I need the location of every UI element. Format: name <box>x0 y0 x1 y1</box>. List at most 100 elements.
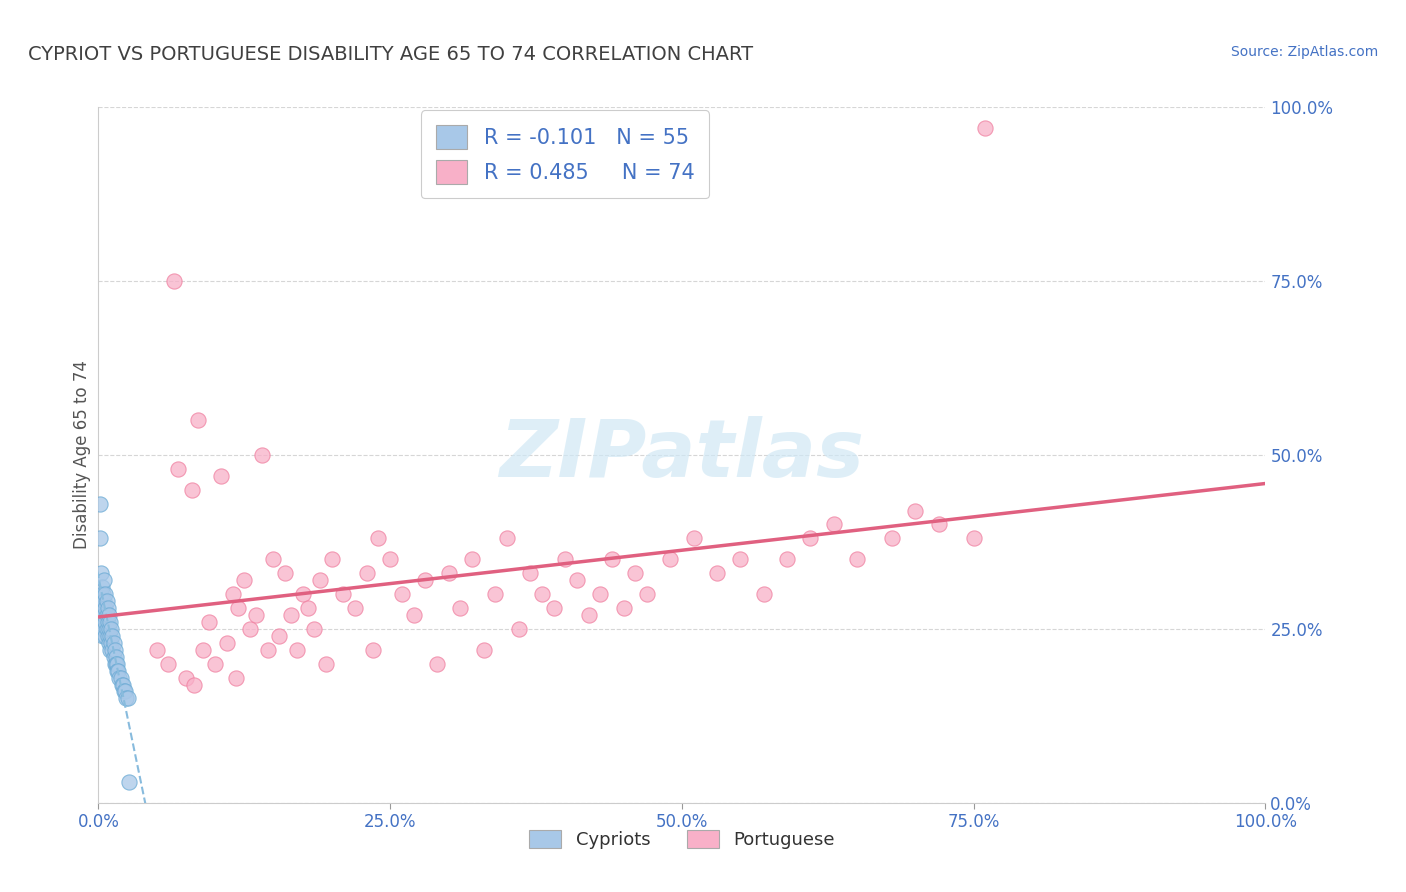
Point <box>437 566 460 581</box>
Point <box>613 601 636 615</box>
Point <box>89 532 111 546</box>
Point <box>103 636 125 650</box>
Point <box>93 573 115 587</box>
Point <box>659 552 682 566</box>
Point <box>115 691 138 706</box>
Point <box>508 622 530 636</box>
Point <box>104 657 127 671</box>
Point <box>233 573 256 587</box>
Point <box>183 677 205 691</box>
Point <box>215 636 238 650</box>
Point <box>117 691 139 706</box>
Point <box>209 468 232 483</box>
Point <box>97 622 120 636</box>
Text: CYPRIOT VS PORTUGUESE DISABILITY AGE 65 TO 74 CORRELATION CHART: CYPRIOT VS PORTUGUESE DISABILITY AGE 65 … <box>28 45 754 63</box>
Point <box>180 483 202 497</box>
Point <box>146 642 169 657</box>
Text: ZIPatlas: ZIPatlas <box>499 416 865 494</box>
Point <box>519 566 541 581</box>
Point <box>91 615 114 629</box>
Point <box>93 607 115 622</box>
Point <box>96 607 118 622</box>
Point <box>90 622 112 636</box>
Point <box>484 587 506 601</box>
Point <box>624 566 647 581</box>
Point <box>291 587 314 601</box>
Y-axis label: Disability Age 65 to 74: Disability Age 65 to 74 <box>73 360 91 549</box>
Point <box>880 532 903 546</box>
Point <box>174 671 197 685</box>
Point <box>193 642 215 657</box>
Point <box>111 677 134 691</box>
Text: Source: ZipAtlas.com: Source: ZipAtlas.com <box>1230 45 1378 59</box>
Point <box>91 587 114 601</box>
Point <box>89 497 111 511</box>
Point <box>361 642 384 657</box>
Point <box>96 594 118 608</box>
Point <box>111 677 134 691</box>
Point <box>928 517 950 532</box>
Point <box>101 629 124 643</box>
Point <box>96 622 118 636</box>
Point <box>256 642 278 657</box>
Point <box>166 462 188 476</box>
Point <box>274 566 297 581</box>
Point <box>94 587 117 601</box>
Point <box>110 671 132 685</box>
Point <box>104 642 127 657</box>
Point <box>962 532 984 546</box>
Point <box>461 552 484 566</box>
Point <box>426 657 449 671</box>
Point <box>98 615 121 629</box>
Point <box>799 532 821 546</box>
Point <box>413 573 436 587</box>
Point <box>221 587 243 601</box>
Point <box>600 552 623 566</box>
Point <box>90 607 112 622</box>
Point <box>315 657 337 671</box>
Point <box>380 552 402 566</box>
Point <box>578 607 600 622</box>
Point <box>157 657 180 671</box>
Legend: Cypriots, Portuguese: Cypriots, Portuguese <box>522 822 842 856</box>
Point <box>163 274 186 288</box>
Point <box>104 657 127 671</box>
Point <box>496 532 519 546</box>
Point <box>101 642 124 657</box>
Point <box>100 636 122 650</box>
Point <box>636 587 658 601</box>
Point <box>91 601 114 615</box>
Point <box>682 532 704 546</box>
Point <box>118 775 141 789</box>
Point <box>98 642 121 657</box>
Point <box>90 601 112 615</box>
Point <box>245 607 267 622</box>
Point <box>752 587 775 601</box>
Point <box>776 552 799 566</box>
Point <box>530 587 553 601</box>
Point <box>250 448 273 462</box>
Point <box>262 552 284 566</box>
Point <box>93 622 115 636</box>
Point <box>105 664 128 678</box>
Point <box>730 552 752 566</box>
Point <box>304 622 326 636</box>
Point <box>94 629 117 643</box>
Point <box>823 517 845 532</box>
Point <box>472 642 495 657</box>
Point <box>98 629 121 643</box>
Point <box>554 552 576 566</box>
Point <box>97 636 120 650</box>
Point <box>589 587 612 601</box>
Point <box>297 601 319 615</box>
Point <box>91 629 114 643</box>
Point <box>94 615 117 629</box>
Point <box>706 566 728 581</box>
Point <box>344 601 367 615</box>
Point <box>846 552 869 566</box>
Point <box>402 607 425 622</box>
Point <box>280 607 302 622</box>
Point <box>449 601 471 615</box>
Point <box>321 552 343 566</box>
Point <box>391 587 413 601</box>
